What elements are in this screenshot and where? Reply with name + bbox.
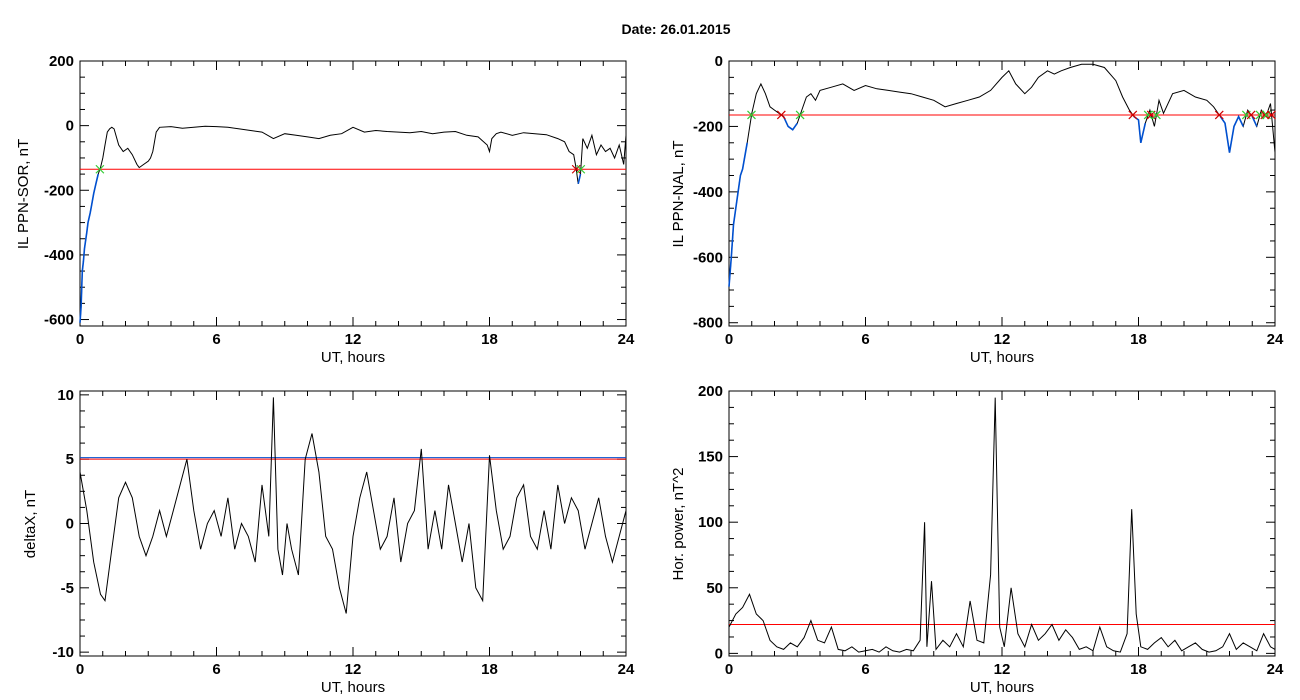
power-plot-frame [728, 390, 1276, 657]
deltax-ytick-label: 10 [57, 387, 74, 404]
sor-xtick-label: 6 [212, 331, 220, 348]
sor-series-line-0 [79, 125, 627, 323]
nal-ytick-label: -400 [693, 184, 723, 201]
power-xtick-label: 0 [725, 661, 733, 678]
sor-ytick-label: 200 [49, 53, 74, 70]
nal-crossing-marker [1128, 110, 1138, 120]
nal-series-line-0 [728, 63, 1276, 287]
nal-plot-frame [728, 60, 1276, 327]
panel-nal: 0 6 12 18 24 0 -200 -400 -600 -800 UT, hours IL P… [670, 53, 1284, 366]
panel-deltax-marks: 0 6 12 18 24 10 5 0 -5 -10 [52, 387, 635, 678]
deltax-xtick-label: 18 [481, 661, 498, 678]
nal-below-threshold-segment [728, 142, 748, 287]
panel-deltax-xlabel: UT, hours [321, 679, 385, 696]
nal-xtick-label: 24 [1267, 331, 1284, 348]
deltax-xtick-label: 6 [212, 661, 220, 678]
panel-deltax-ylabel: deltaX, nT [22, 490, 39, 558]
nal-ytick-label: -600 [693, 249, 723, 266]
sor-ytick-label: -400 [44, 247, 74, 264]
panel-power-xlabel: UT, hours [970, 679, 1034, 696]
panel-sor: 0 6 12 18 24 200 0 -200 -400 -600 UT, hours IL PP… [15, 53, 635, 366]
panel-sor-ylabel: IL PPN-SOR, nT [15, 139, 32, 249]
nal-crossing-marker [1260, 110, 1270, 120]
panel-nal-xlabel: UT, hours [970, 349, 1034, 366]
deltax-ytick-label: 0 [66, 516, 74, 533]
panel-sor-xlabel: UT, hours [321, 349, 385, 366]
nal-crossing-marker [1267, 110, 1276, 120]
sor-ytick-label: 0 [66, 118, 74, 135]
deltax-ytick-label: 5 [66, 451, 74, 468]
power-xtick-label: 6 [861, 661, 869, 678]
deltax-xtick-label: 0 [76, 661, 84, 678]
power-ytick-label: 50 [706, 580, 723, 597]
nal-below-threshold-segment [782, 116, 798, 131]
deltax-plot-frame [79, 390, 627, 657]
deltax-series-line-0 [79, 397, 627, 614]
nal-below-threshold-segment [1133, 115, 1147, 143]
nal-crossing-marker [776, 110, 786, 120]
figure-title: Date: 26.01.2015 [622, 21, 731, 37]
panel-nal-ylabel: IL PPN-NAL, nT [670, 141, 687, 248]
nal-xtick-label: 18 [1130, 331, 1147, 348]
sor-ytick-label: -600 [44, 312, 74, 329]
sor-plot-frame [79, 60, 627, 327]
sor-xtick-label: 24 [618, 331, 635, 348]
deltax-xtick-label: 24 [618, 661, 635, 678]
power-xtick-label: 18 [1130, 661, 1147, 678]
panel-deltax: 0 6 12 18 24 10 5 0 -5 -10 UT, hours deltaX, nT [22, 387, 635, 696]
nal-crossing-marker [1143, 110, 1153, 120]
deltax-xtick-label: 12 [345, 661, 362, 678]
nal-ytick-label: 0 [715, 53, 723, 70]
nal-crossing-marker [1214, 110, 1224, 120]
deltax-ytick-label: -10 [52, 644, 74, 661]
nal-crossing-marker [795, 110, 805, 120]
nal-below-threshold-segment [1251, 116, 1258, 127]
power-series-line-0 [728, 397, 1276, 653]
sor-below-threshold-segment [577, 173, 582, 184]
panel-nal-marks: 0 6 12 18 24 0 -200 -400 -600 -800 [693, 53, 1284, 348]
panel-power: 0 6 12 18 24 200 150 100 50 0 UT, hours Hor. powe… [670, 383, 1284, 696]
power-ytick-label: 150 [698, 449, 723, 466]
sor-crossing-marker [576, 164, 586, 174]
nal-crossing-marker [1151, 110, 1161, 120]
sor-xtick-label: 0 [76, 331, 84, 348]
panel-sor-marks: 0 6 12 18 24 200 0 -200 -400 -600 [44, 53, 635, 348]
nal-xtick-label: 12 [994, 331, 1011, 348]
nal-crossing-marker [747, 110, 756, 120]
power-ytick-label: 0 [715, 645, 723, 662]
power-ytick-label: 100 [698, 514, 723, 531]
nal-xtick-label: 0 [725, 331, 733, 348]
deltax-ytick-label: -5 [61, 580, 74, 597]
nal-ytick-label: -200 [693, 118, 723, 135]
sor-ytick-label: -200 [44, 182, 74, 199]
nal-below-threshold-segment [1219, 114, 1244, 153]
power-xtick-label: 24 [1267, 661, 1284, 678]
nal-crossing-marker [1246, 110, 1256, 120]
nal-ytick-label: -800 [693, 315, 723, 332]
sor-below-threshold-segment [79, 173, 99, 323]
sor-xtick-label: 12 [345, 331, 362, 348]
sor-xtick-label: 18 [481, 331, 498, 348]
power-ytick-label: 200 [698, 383, 723, 400]
nal-xtick-label: 6 [861, 331, 869, 348]
panel-power-ylabel: Hor. power, nT^2 [670, 468, 687, 581]
panel-power-marks: 0 6 12 18 24 200 150 100 50 0 [698, 383, 1284, 678]
sor-crossing-marker [95, 164, 105, 174]
power-xtick-label: 12 [994, 661, 1011, 678]
